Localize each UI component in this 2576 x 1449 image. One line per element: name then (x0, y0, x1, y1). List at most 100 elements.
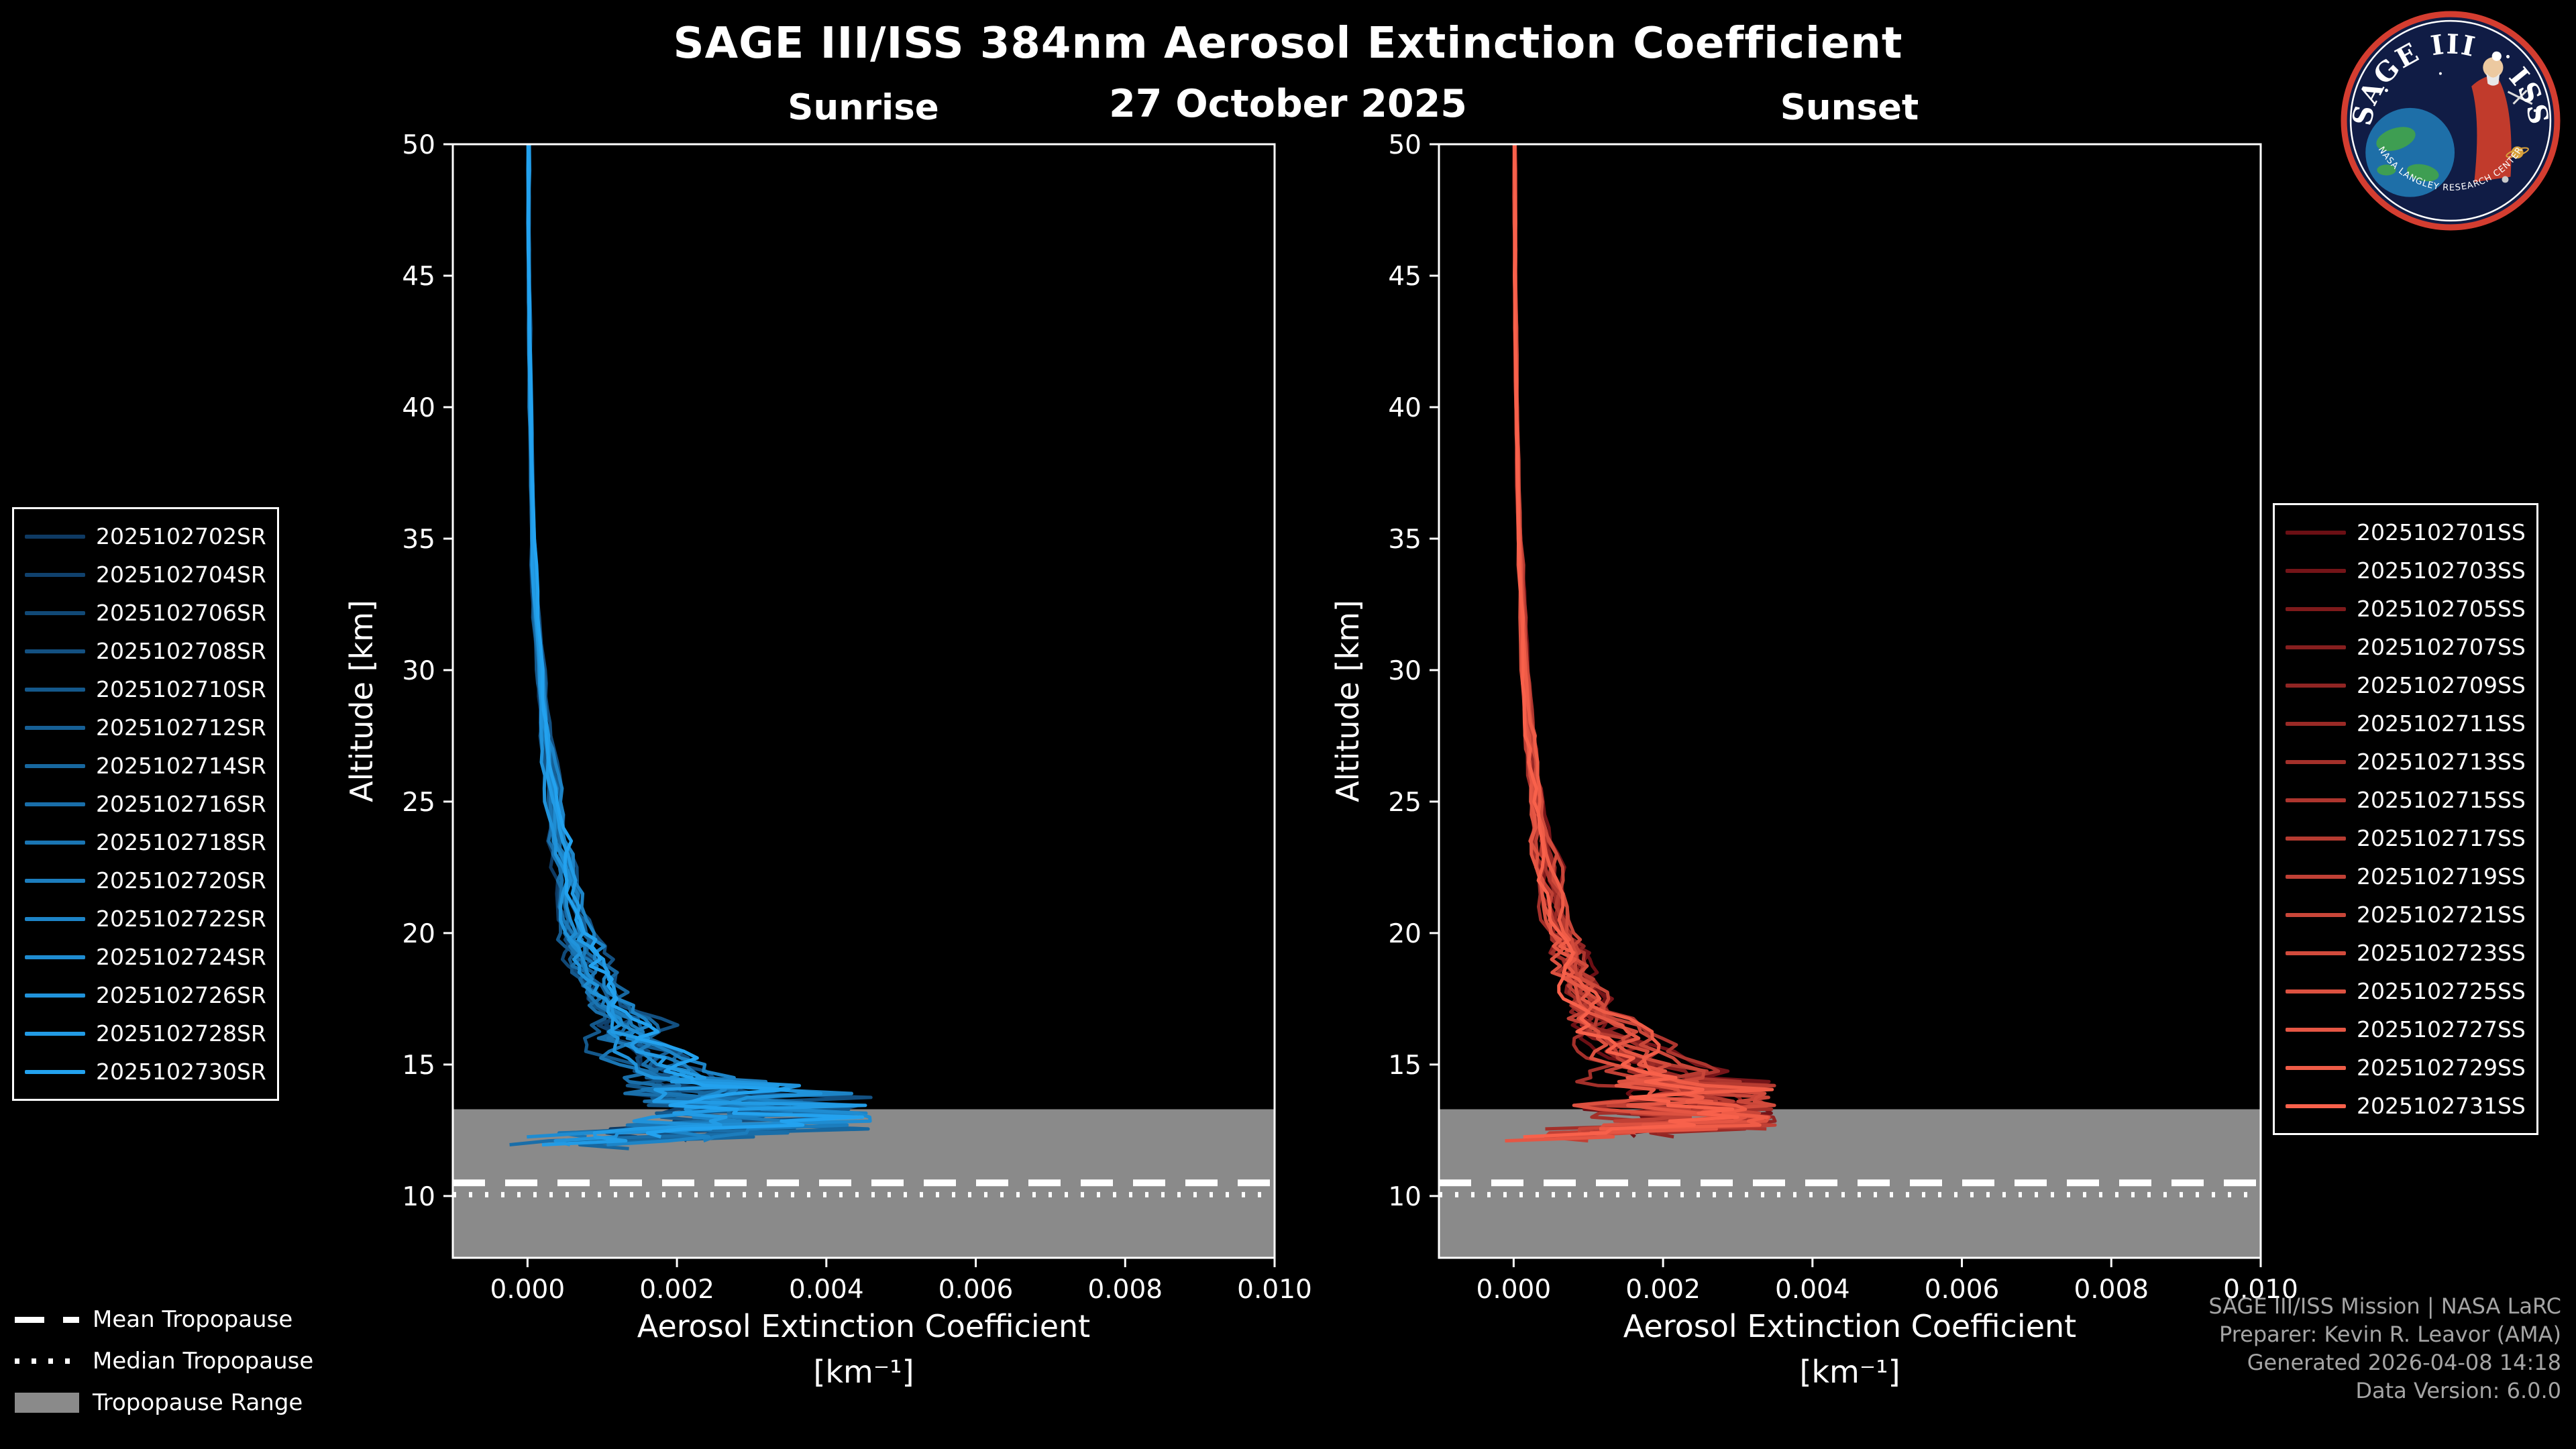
legend-line-swatch (2286, 721, 2346, 726)
legend-line-swatch (25, 687, 85, 692)
y-tick-label: 45 (1388, 262, 1421, 292)
legend-line-swatch (25, 1031, 85, 1036)
legend-line-swatch (2286, 836, 2346, 841)
y-tick-label: 25 (402, 788, 435, 818)
legend-item: 2025102717SS (2286, 819, 2526, 857)
legend-item: 2025102704SR (25, 555, 266, 594)
x-axis-units-label: [km⁻¹] (813, 1354, 914, 1390)
panel-title-sunset: Sunset (1780, 87, 1919, 128)
legend-item: 2025102730SR (25, 1053, 266, 1091)
legend-item: 2025102702SR (25, 517, 266, 555)
y-axis-label: Altitude [km] (343, 600, 380, 802)
legend-label: 2025102715SS (2357, 787, 2526, 813)
x-tick-label: 0.006 (938, 1275, 1014, 1305)
legend-item: 2025102716SR (25, 785, 266, 823)
legend-label: 2025102701SS (2357, 519, 2526, 545)
legend-label: 2025102722SR (96, 906, 266, 932)
y-tick-label: 50 (1388, 130, 1421, 160)
legend-line-swatch (25, 725, 85, 730)
legend-line-swatch (25, 572, 85, 577)
legend-label: 2025102716SR (96, 791, 266, 817)
legend-item: 2025102707SS (2286, 628, 2526, 666)
legend-item: 2025102731SS (2286, 1087, 2526, 1125)
logo-moon (2502, 176, 2509, 183)
legend-line-swatch (2286, 530, 2346, 535)
legend-line-swatch (2286, 1065, 2346, 1070)
y-tick-label: 35 (1388, 525, 1421, 555)
legend-item: 2025102710SR (25, 670, 266, 708)
legend-line-swatch (25, 993, 85, 998)
legend-line-swatch (25, 534, 85, 539)
x-tick-label: 0.010 (2223, 1275, 2298, 1305)
y-tick-label: 50 (402, 130, 435, 160)
legend-item: 2025102714SR (25, 747, 266, 785)
legend-label: 2025102724SR (96, 944, 266, 970)
x-tick-label: 0.008 (2074, 1275, 2149, 1305)
legend-item: 2025102727SS (2286, 1010, 2526, 1049)
x-tick-label: 0.006 (1925, 1275, 2000, 1305)
y-tick-label: 30 (402, 656, 435, 686)
legend-label: 2025102711SS (2357, 710, 2526, 737)
legend-label: 2025102725SS (2357, 978, 2526, 1004)
sunrise-legend: 2025102702SR 2025102704SR 2025102706SR 2025… (12, 507, 279, 1101)
y-tick-label: 30 (1388, 656, 1421, 686)
legend-label: 2025102710SR (96, 676, 266, 702)
legend-line-swatch (25, 802, 85, 806)
x-tick-label: 0.008 (1087, 1275, 1163, 1305)
legend-label: 2025102706SR (96, 600, 266, 626)
y-tick-label: 20 (402, 919, 435, 949)
dotted-line-swatch (15, 1358, 79, 1364)
y-axis-label: Altitude [km] (1330, 600, 1366, 802)
legend-item: 2025102722SR (25, 900, 266, 938)
legend-label: 2025102726SR (96, 982, 266, 1008)
legend-label: 2025102731SS (2357, 1093, 2526, 1119)
legend-line-swatch (2286, 1104, 2346, 1108)
x-tick-label: 0.004 (789, 1275, 864, 1305)
x-tick-label: 0.010 (1237, 1275, 1312, 1305)
legend-label: 2025102709SS (2357, 672, 2526, 698)
legend-item-tropopause-range: Tropopause Range (15, 1382, 313, 1424)
legend-line-swatch (25, 763, 85, 768)
legend-label: 2025102708SR (96, 638, 266, 664)
y-tick-label: 15 (402, 1051, 435, 1081)
x-tick-label: 0.000 (490, 1275, 566, 1305)
legend-label: 2025102717SS (2357, 825, 2526, 851)
y-tick-label: 15 (1388, 1051, 1421, 1081)
legend-label: 2025102707SS (2357, 634, 2526, 660)
sunset-legend: 2025102701SS 2025102703SS 2025102705SS 2025… (2273, 503, 2538, 1135)
x-axis-units-label: [km⁻¹] (1799, 1354, 1900, 1390)
panel-title-sunrise: Sunrise (788, 87, 939, 128)
legend-item: 2025102705SS (2286, 590, 2526, 628)
legend-line-swatch (25, 955, 85, 959)
legend-item: 2025102713SS (2286, 743, 2526, 781)
plot-area-sunrise (453, 144, 1275, 1258)
legend-line-swatch (2286, 951, 2346, 955)
legend-item: 2025102711SS (2286, 704, 2526, 743)
legend-line-swatch (2286, 874, 2346, 879)
legend-item: 2025102724SR (25, 938, 266, 976)
legend-item: 2025102709SS (2286, 666, 2526, 704)
legend-line-swatch (25, 1069, 85, 1074)
legend-label: 2025102720SR (96, 867, 266, 894)
legend-label: 2025102702SR (96, 523, 266, 549)
legend-item: 2025102729SS (2286, 1049, 2526, 1087)
axes-frame (1438, 143, 2262, 1259)
legend-line-swatch (2286, 798, 2346, 802)
legend-label: 2025102730SR (96, 1059, 266, 1085)
band-swatch (15, 1393, 79, 1413)
y-tick-label: 35 (402, 525, 435, 555)
legend-item: 2025102718SR (25, 823, 266, 861)
x-tick-label: 0.004 (1775, 1275, 1850, 1305)
legend-label: 2025102714SR (96, 753, 266, 779)
legend-item: 2025102706SR (25, 594, 266, 632)
legend-label: Median Tropopause (93, 1348, 314, 1375)
y-tick-label: 25 (1388, 788, 1421, 818)
legend-label: 2025102705SS (2357, 596, 2526, 622)
logo-saturn (2511, 146, 2524, 159)
figure-title: SAGE III/ISS 384nm Aerosol Extinction Co… (673, 19, 1903, 68)
legend-label: 2025102713SS (2357, 749, 2526, 775)
legend-item: 2025102726SR (25, 976, 266, 1014)
logo-sage-head (2483, 57, 2504, 78)
legend-label: 2025102718SR (96, 829, 266, 855)
